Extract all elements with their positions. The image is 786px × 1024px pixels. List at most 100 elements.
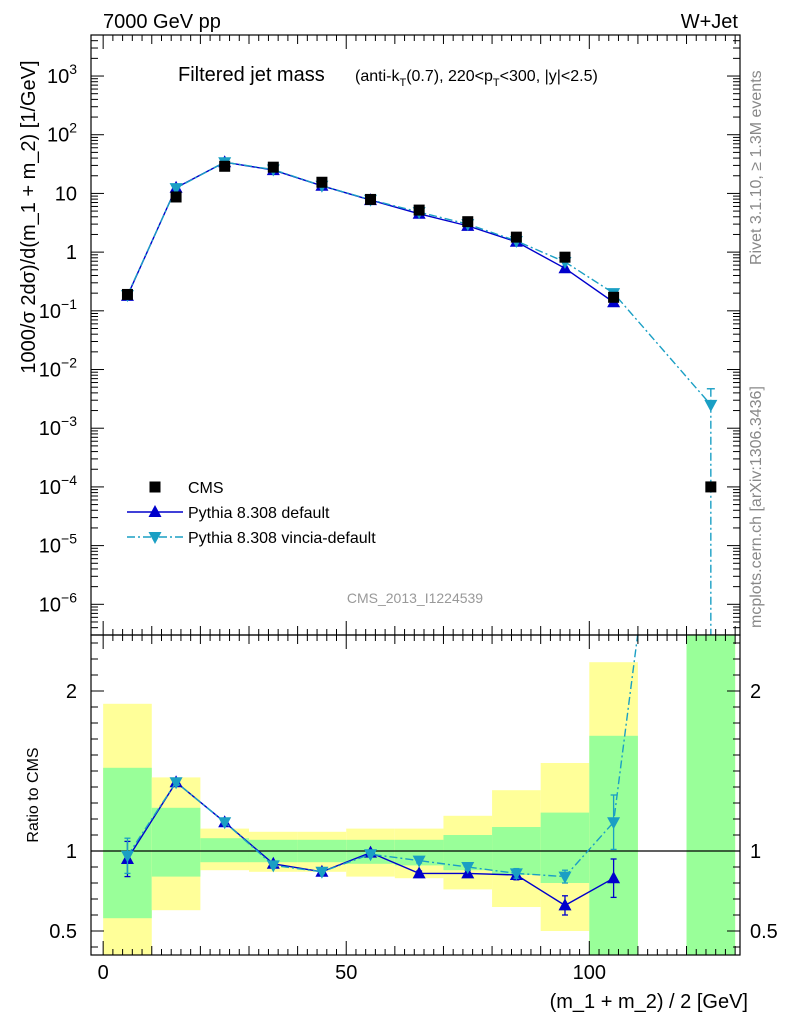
legend-marker-1: [148, 505, 162, 517]
ytick-exponent: 3: [69, 61, 77, 77]
ratio-point-triangle-up-6: [412, 866, 426, 879]
ytick-base: 1: [66, 242, 77, 264]
plot-title: Filtered jet mass: [178, 64, 325, 86]
ratio-ytick-label-right-0: 0.5: [750, 921, 778, 943]
main-point-square-10: [608, 291, 620, 303]
main-point-square-4: [316, 176, 328, 188]
ratio-point-triangle-down-6: [412, 855, 426, 868]
ratio-series-group: [120, 635, 639, 916]
main-ytick-label-8: 102: [47, 120, 77, 147]
ytick-base: 10: [55, 183, 77, 205]
ytick-base: 10: [39, 477, 61, 499]
ratio-ytick-label-left-0: 0.5: [49, 921, 77, 943]
x-tick-label-0: 0: [98, 962, 109, 984]
main-ytick-label-1: 10−5: [39, 531, 77, 558]
ratio-point-triangle-down-9: [558, 871, 572, 884]
side-mcplots-label: mcplots.cern.ch [arXiv:1306.3436]: [748, 386, 765, 628]
ratio-point-triangle-up-9: [558, 898, 572, 911]
ratio-bands: [103, 635, 736, 955]
ratio-ytick-label-right-1: 1: [750, 841, 761, 863]
ytick-base: 10: [39, 418, 61, 440]
ytick-exponent: −5: [61, 531, 77, 547]
x-tick-label-2: 100: [573, 962, 606, 984]
main-ytick-label-0: 10−6: [39, 589, 77, 616]
ytick-base: 10: [47, 66, 69, 88]
x-tick-label-1: 50: [335, 962, 357, 984]
subtitle-subscript: T: [399, 77, 406, 89]
main-y-axis-label: 1000/σ 2dσ)/d(m_1 + m_2) [1/GeV]: [18, 60, 40, 373]
ratio-point-triangle-down-8: [509, 868, 523, 881]
main-point-square-7: [462, 216, 474, 228]
main-point-square-2: [219, 160, 231, 172]
main-series-group: [120, 155, 718, 635]
legend-label-1: Pythia 8.308 default: [188, 505, 330, 522]
ratio-y-axis-label: Ratio to CMS: [25, 747, 42, 842]
ytick-base: 10: [39, 594, 61, 616]
ratio-point-triangle-up-10: [607, 871, 621, 884]
uncertainty-band-green-11: [686, 635, 736, 955]
main-ytick-label-9: 103: [47, 61, 77, 88]
ytick-exponent: −6: [61, 589, 77, 605]
plot-subtitle: (anti-kT(0.7), 220<pT<300, |y|<2.5): [355, 68, 598, 89]
ratio-point-triangle-down-7: [461, 862, 475, 874]
header-process: W+Jet: [681, 11, 739, 33]
ratio-axes: 0.5 0.5 1 1 2 2 0 50 100: [49, 634, 778, 984]
ratio-point-triangle-down-1: [169, 777, 183, 790]
ytick-exponent: −3: [61, 413, 77, 429]
ytick-exponent: −4: [61, 472, 77, 488]
header-energy: 7000 GeV pp: [103, 11, 221, 33]
ratio-line-triangle-down: [126, 635, 639, 878]
ratio-point-triangle-down-2: [218, 817, 232, 830]
ratio-point-triangle-down-0: [120, 850, 134, 863]
subtitle-part: <300, |y|<2.5): [500, 68, 598, 85]
legend: CMS Pythia 8.308 default Pythia 8.308 vinc…: [127, 480, 376, 547]
ytick-base: 10: [39, 536, 61, 558]
main-point-square-5: [365, 193, 377, 205]
main-point-square-9: [559, 251, 571, 263]
main-point-square-8: [510, 231, 522, 243]
main-point-square-0: [121, 288, 133, 300]
ratio-ytick-label-left-2: 2: [66, 681, 77, 703]
main-point-square-6: [413, 204, 425, 216]
legend-label-0: CMS: [188, 480, 224, 497]
ratio-point-triangle-down-10: [607, 817, 621, 830]
main-point-triangle-down-1: [169, 183, 183, 196]
side-rivet-label: Rivet 3.1.10, ≥ 1.3M events: [748, 70, 765, 265]
ytick-base: 10: [39, 360, 61, 382]
ratio-point-triangle-down-3: [266, 860, 280, 873]
ytick-exponent: −2: [61, 355, 77, 371]
ratio-ytick-label-right-2: 2: [750, 681, 761, 703]
main-ytick-label-6: 1: [66, 242, 77, 264]
ratio-point-triangle-down-5: [364, 849, 378, 862]
ytick-exponent: 2: [69, 120, 77, 136]
analysis-label: CMS_2013_I1224539: [347, 590, 483, 606]
main-ytick-label-4: 10−2: [39, 355, 77, 382]
x-axis-label: (m_1 + m_2) / 2 [GeV]: [550, 991, 748, 1013]
ratio-ytick-label-left-1: 1: [66, 841, 77, 863]
main-data-marks: [120, 155, 718, 635]
main-ytick-label-5: 10−1: [39, 296, 77, 323]
ytick-exponent: −1: [61, 296, 77, 312]
subtitle-part: (0.7), 220<p: [406, 68, 493, 85]
ytick-base: 10: [39, 301, 61, 323]
main-ytick-label-2: 10−4: [39, 472, 77, 499]
main-point-square-11: [705, 481, 717, 493]
ytick-base: 10: [47, 125, 69, 147]
legend-marker-0: [149, 481, 161, 493]
main-ytick-label-3: 10−3: [39, 413, 77, 440]
subtitle-part: (anti-k: [355, 68, 400, 85]
ratio-plot-panel: 0.5 0.5 1 1 2 2 0 50 100 Ratio to CMS (m_1 + m_2…: [25, 634, 778, 1013]
main-ytick-label-7: 10: [55, 183, 77, 205]
uncertainty-band-green-1: [151, 807, 201, 877]
ratio-data-marks: [91, 635, 740, 955]
subtitle-subscript: T: [493, 77, 500, 89]
main-point-square-3: [267, 161, 279, 173]
ratio-point-triangle-down-4: [315, 866, 329, 879]
main-point-triangle-down-11: [704, 399, 718, 412]
main-line-pythia-8-308-default: [126, 161, 615, 303]
legend-label-2: Pythia 8.308 vincia-default: [188, 530, 376, 547]
uncertainty-band-green-2: [200, 838, 249, 863]
